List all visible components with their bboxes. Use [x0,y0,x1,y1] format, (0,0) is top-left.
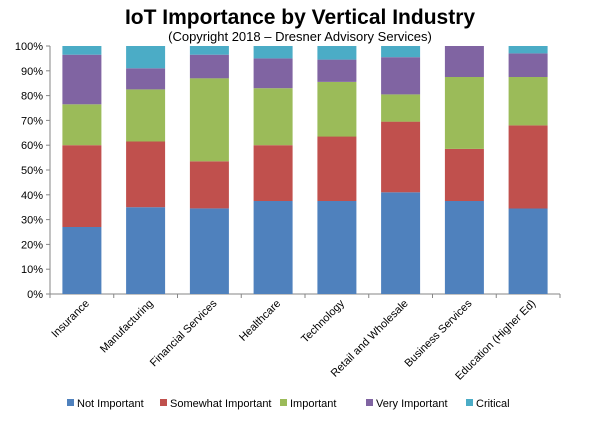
bar-segment [317,201,357,294]
y-tick-label: 50% [21,165,43,177]
bar-segment [126,141,166,208]
bar-segment [508,77,548,126]
bar-segment [62,104,102,146]
legend-swatch [160,399,167,406]
bar-segment [508,46,548,54]
chart-subtitle: (Copyright 2018 – Dresner Advisory Servi… [168,29,432,44]
legend-item-label: Critical [476,398,510,410]
legend-item-label: Very Important [376,398,448,410]
bar-segment [253,201,293,294]
bar-segment [444,148,484,201]
bar-segment [62,46,102,55]
legend-swatch [280,399,287,406]
y-tick-label: 10% [21,264,43,276]
bar-segment [381,57,421,95]
bar-segment [126,89,166,142]
bar-segment [253,46,293,59]
bar-segment [317,82,357,137]
chart-legend: Not Important Somewhat Important Important… [67,398,510,410]
legend-swatch [67,399,74,406]
bar-segment [189,46,229,55]
bar-segment [508,125,548,209]
y-tick-label: 40% [21,190,43,202]
legend-swatch [466,399,473,406]
legend-item-label: Important [290,398,336,410]
bar-segment [126,207,166,294]
legend-item-label: Somewhat Important [170,398,272,410]
x-tick-label: Manufacturing [98,298,156,356]
bar-segment [189,78,229,162]
bar-segment [444,46,484,77]
y-tick-label: 90% [21,66,43,78]
y-tick-label: 20% [21,239,43,251]
bar-segment [189,161,229,209]
bar-segment [189,54,229,79]
legend-item-label: Not Important [77,398,144,410]
bar-segment [253,88,293,146]
y-tick-label: 80% [21,91,43,103]
y-tick-label: 70% [21,115,43,127]
y-tick-label: 100% [15,41,43,53]
bar-segment [62,227,102,294]
chart-title: IoT Importance by Vertical Industry [124,6,476,29]
bar-segment [444,77,484,149]
bar-segment [317,59,357,82]
bar-segment [253,145,293,201]
bar-segment [317,46,357,60]
bar-segment [62,54,102,105]
bar-segment [381,94,421,122]
legend-swatch [366,399,373,406]
y-tick-label: 60% [21,140,43,152]
x-tick-label: Technology [299,297,347,345]
y-tick-label: 0% [27,289,43,301]
bar-segment [126,46,166,69]
bar-segment [444,201,484,294]
bar-segment [381,192,421,294]
x-tick-label: Business Services [402,297,474,369]
bar-segment [253,58,293,89]
y-tick-label: 30% [21,215,43,227]
bar-segment [508,208,548,294]
bar-segment [381,121,421,193]
x-tick-label: Healthcare [237,298,283,344]
x-tick-label: Insurance [49,298,92,341]
x-tick-label: Financial Services [148,297,220,369]
chart-bars [62,46,548,294]
bar-segment [62,145,102,227]
bar-segment [508,53,548,77]
bar-segment [189,208,229,294]
bar-segment [381,46,421,58]
bar-segment [126,68,166,90]
bar-segment [317,136,357,201]
